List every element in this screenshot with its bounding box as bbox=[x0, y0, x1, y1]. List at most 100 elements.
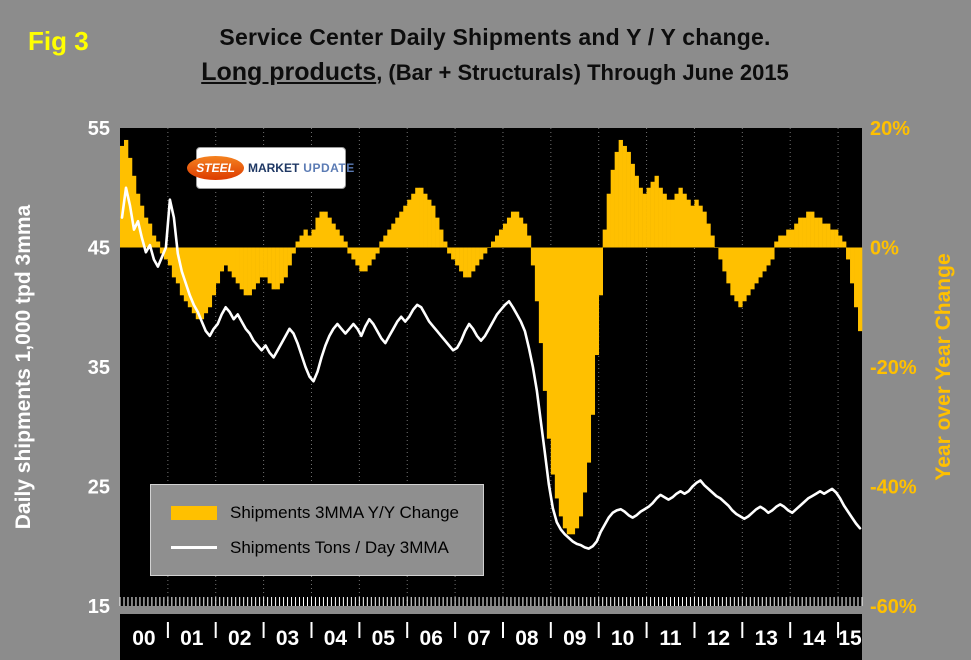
yy-change-bar bbox=[363, 247, 368, 272]
yy-change-bar bbox=[303, 229, 308, 248]
yy-change-bar bbox=[742, 247, 747, 302]
yy-change-bar bbox=[514, 211, 520, 248]
yy-change-bar bbox=[195, 247, 201, 320]
yy-change-bar bbox=[347, 247, 352, 254]
yy-change-bar bbox=[494, 235, 500, 248]
title-line2-rest: , (Bar + Structurals) Through June 2015 bbox=[376, 60, 789, 85]
yy-change-bar bbox=[447, 247, 452, 254]
yy-change-bar bbox=[267, 247, 272, 284]
yy-change-bar bbox=[750, 247, 755, 290]
yy-change-bar bbox=[858, 247, 863, 332]
yy-change-bar bbox=[502, 223, 508, 248]
yy-change-bar bbox=[574, 247, 580, 529]
yy-change-bar bbox=[199, 247, 205, 320]
yy-change-bar bbox=[143, 217, 149, 248]
yy-change-bar bbox=[646, 187, 651, 248]
legend-bar-swatch bbox=[171, 505, 217, 520]
legend-line-label: Shipments Tons / Day 3MMA bbox=[230, 537, 449, 557]
yy-change-bar bbox=[431, 205, 436, 248]
yy-change-bar bbox=[670, 199, 675, 248]
yy-change-bar bbox=[243, 247, 248, 296]
yy-change-bar bbox=[846, 247, 851, 260]
yy-change-bar bbox=[826, 223, 831, 248]
yy-change-bar bbox=[343, 241, 348, 248]
yy-change-bar bbox=[534, 247, 540, 302]
title-line1: Service Center Daily Shipments and Y / Y… bbox=[219, 24, 771, 50]
x-axis-strip bbox=[120, 614, 862, 660]
yy-change-bar bbox=[407, 199, 412, 248]
yy-change-bar bbox=[582, 247, 588, 493]
yy-change-bar bbox=[506, 217, 512, 248]
yy-change-bar bbox=[359, 247, 364, 272]
yy-change-bar bbox=[399, 211, 404, 248]
year-label: 03 bbox=[276, 627, 299, 650]
right-axis-tick-label: 20% bbox=[870, 118, 910, 140]
yy-change-bar bbox=[758, 247, 763, 278]
year-label: 14 bbox=[802, 627, 826, 650]
yy-change-bar bbox=[315, 217, 320, 248]
yy-change-bar bbox=[546, 247, 552, 439]
yy-change-bar bbox=[279, 247, 284, 284]
yy-change-bar bbox=[443, 241, 448, 248]
yy-change-bar bbox=[774, 241, 779, 248]
yy-change-bar bbox=[311, 229, 316, 248]
yy-change-bar bbox=[530, 247, 536, 266]
left-axis-title: Daily shipments 1,000 tpd 3mma bbox=[12, 204, 35, 530]
yy-change-bar bbox=[718, 247, 723, 260]
yy-change-bar bbox=[367, 247, 372, 266]
yy-change-bar bbox=[251, 247, 256, 290]
yy-change-bar bbox=[526, 235, 532, 248]
yy-change-bar bbox=[451, 247, 456, 260]
yy-change-bar bbox=[167, 247, 173, 266]
yy-change-bar bbox=[706, 223, 711, 248]
yy-change-bar bbox=[411, 193, 416, 248]
yy-change-bar bbox=[802, 217, 807, 248]
yy-change-bar bbox=[822, 223, 827, 248]
yy-change-bar bbox=[423, 193, 428, 248]
yy-change-bar bbox=[838, 235, 843, 248]
yy-change-bar bbox=[491, 241, 496, 248]
yy-change-bar bbox=[323, 211, 328, 248]
year-label: 00 bbox=[132, 627, 155, 650]
year-label: 15 bbox=[838, 627, 862, 650]
yy-change-bar bbox=[710, 235, 715, 248]
yy-change-bar bbox=[714, 247, 719, 248]
yy-change-bar bbox=[479, 247, 484, 260]
legend-line-swatch bbox=[171, 546, 217, 549]
title-line2-emphasis: Long products bbox=[201, 58, 377, 86]
yy-change-bar bbox=[578, 247, 584, 517]
yy-change-bar bbox=[319, 211, 324, 248]
yy-change-bar bbox=[295, 241, 300, 248]
yy-change-bar bbox=[175, 247, 181, 284]
yy-change-bar bbox=[642, 193, 647, 248]
smu-logo-update-text: UPDATE bbox=[303, 161, 355, 175]
yy-change-bar bbox=[602, 229, 607, 248]
year-label: 04 bbox=[324, 627, 348, 650]
yy-change-bar bbox=[483, 247, 488, 254]
yy-change-bar bbox=[666, 199, 671, 248]
yy-change-bar bbox=[522, 223, 528, 248]
yy-change-bar bbox=[231, 247, 236, 278]
yy-change-bar bbox=[690, 205, 695, 248]
yy-change-bar bbox=[598, 247, 603, 296]
shipments-line bbox=[120, 186, 862, 550]
yy-change-bar bbox=[702, 211, 707, 248]
yy-change-bar bbox=[163, 247, 169, 260]
right-axis-title: Year over Year Change bbox=[932, 253, 955, 481]
yy-change-bar bbox=[283, 247, 288, 278]
yy-change-bar bbox=[538, 247, 544, 344]
yy-change-bar bbox=[151, 235, 157, 248]
left-axis-tick-label: 35 bbox=[88, 357, 110, 379]
year-label: 01 bbox=[180, 627, 204, 650]
yy-change-bar bbox=[383, 235, 388, 248]
yy-change-bar bbox=[542, 247, 548, 391]
yy-change-bar bbox=[139, 205, 145, 248]
yy-change-bar bbox=[570, 247, 576, 535]
year-label: 07 bbox=[467, 627, 490, 650]
yy-change-bar bbox=[227, 247, 232, 272]
yy-change-bar bbox=[239, 247, 244, 290]
yy-change-bar bbox=[830, 229, 835, 248]
yy-change-bar bbox=[790, 229, 795, 248]
yy-change-bar bbox=[746, 247, 751, 296]
yy-change-bar bbox=[654, 175, 659, 248]
